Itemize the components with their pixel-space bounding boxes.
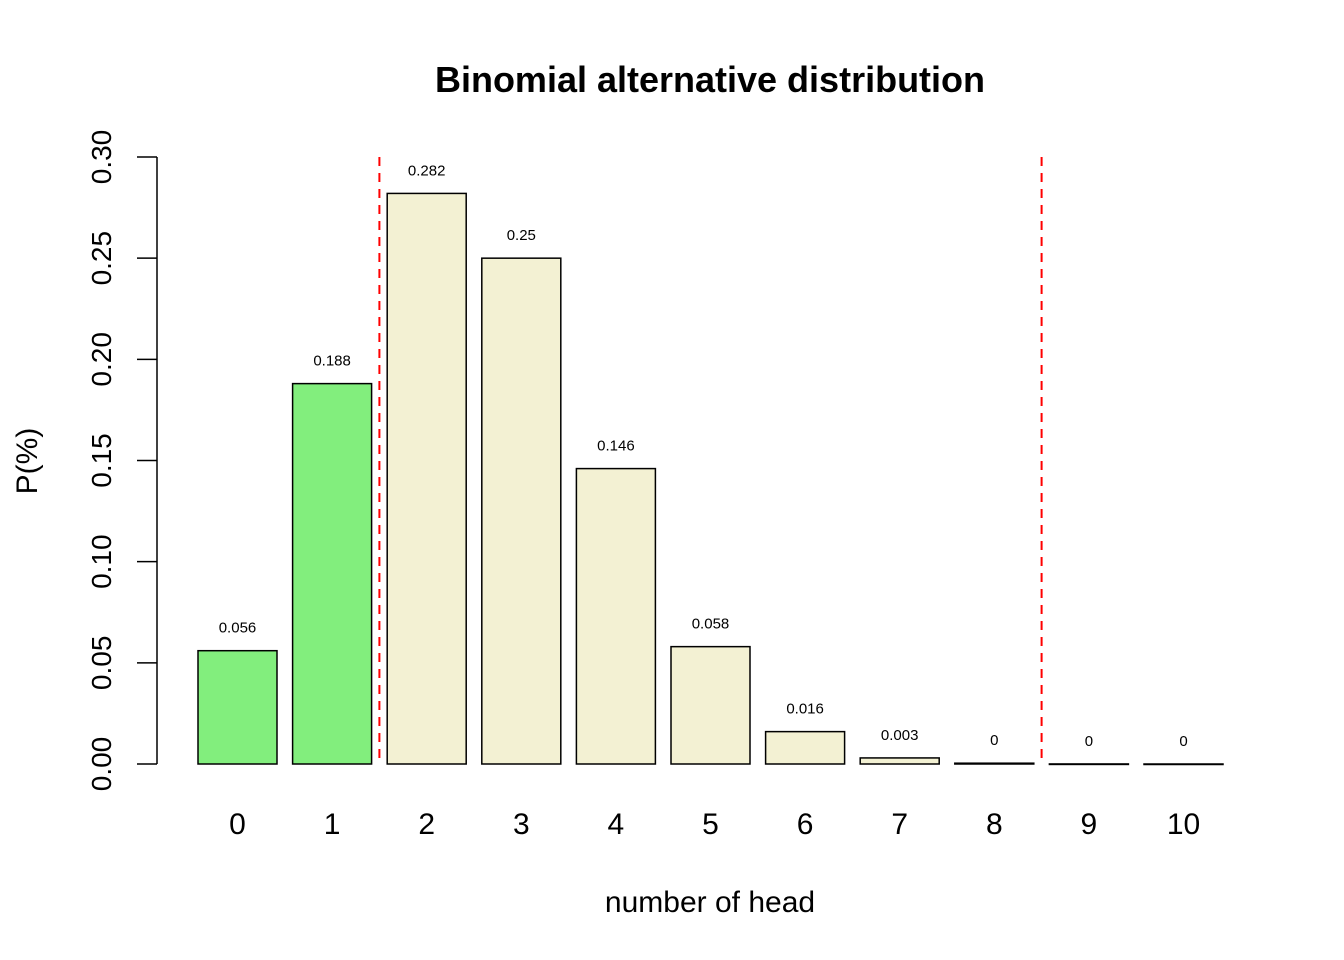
x-tick-label: 4: [608, 808, 625, 841]
x-axis-label: number of head: [605, 886, 815, 919]
y-tick-label: 0.20: [86, 332, 117, 387]
bar-9: [1048, 763, 1130, 766]
y-tick-label: 0.05: [86, 636, 117, 691]
y-tick-label: 0.00: [86, 737, 117, 792]
value-label: 0.146: [597, 438, 635, 455]
y-axis-label: P(%): [11, 428, 44, 495]
bar-1: [291, 382, 373, 765]
x-tick-label: 8: [986, 808, 1003, 841]
value-label: 0: [1179, 733, 1187, 750]
value-label: 0: [990, 732, 998, 749]
x-tick-label: 1: [324, 808, 341, 841]
value-label: 0.058: [692, 616, 730, 633]
x-tick-label: 6: [797, 808, 814, 841]
bar-3: [481, 257, 562, 765]
chart-title: Binomial alternative distribution: [435, 59, 985, 100]
bar-4: [575, 467, 657, 765]
y-tick-label: 0.30: [86, 130, 117, 185]
y-tick-label: 0.25: [86, 231, 117, 286]
reference-lines: [378, 157, 1043, 764]
bar-8: [954, 762, 1035, 765]
bar-10: [1143, 763, 1224, 766]
x-tick-label: 7: [891, 808, 908, 841]
x-tick-label: 9: [1081, 808, 1098, 841]
value-labels: 0.056 0.188 0.282 0.25 0.146 0.058 0.016 0.003 0…: [219, 162, 1188, 750]
y-axis: 0.00 0.05 0.10 0.15 0.20 0.25 0.30: [86, 130, 158, 792]
bars: [197, 192, 1224, 766]
x-tick-label: 3: [513, 808, 530, 841]
x-tick-label: 2: [418, 808, 435, 841]
bar-5: [670, 645, 751, 765]
bar-7: [859, 757, 940, 765]
value-label: 0.188: [313, 353, 351, 370]
x-tick-label: 10: [1167, 808, 1200, 841]
value-label: 0.056: [219, 620, 257, 637]
value-label: 0.016: [786, 701, 824, 718]
value-label: 0: [1085, 733, 1093, 750]
x-tick-labels: 0 1 2 3 4 5 6 7 8 9 10: [229, 808, 1200, 841]
x-tick-label: 5: [702, 808, 719, 841]
bar-2: [386, 192, 467, 765]
y-tick-label: 0.15: [86, 433, 117, 488]
value-label: 0.003: [881, 727, 919, 744]
x-tick-label: 0: [229, 808, 246, 841]
y-tick-label: 0.10: [86, 534, 117, 589]
value-label: 0.282: [408, 162, 446, 179]
bar-0: [197, 649, 278, 765]
bar-6: [764, 730, 846, 765]
value-label: 0.25: [507, 227, 536, 244]
